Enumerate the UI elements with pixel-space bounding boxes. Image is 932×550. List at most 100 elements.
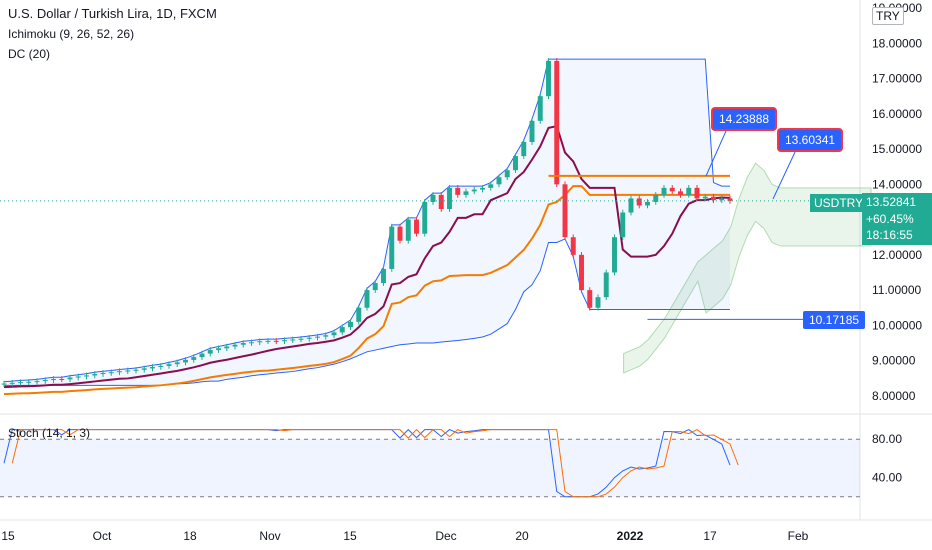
kijun-line [3, 185, 730, 396]
candle-body [42, 380, 48, 382]
candle-body [265, 340, 271, 342]
y-tick-label: 18.00000 [872, 36, 922, 50]
stochastic-panel [0, 428, 860, 498]
candle-body [117, 371, 122, 373]
currency-badge[interactable]: TRY [872, 7, 904, 25]
candle-body [323, 335, 329, 337]
candle-body [513, 156, 518, 171]
candle-body [34, 381, 40, 383]
dc-fill [4, 59, 730, 386]
candle-body [694, 187, 700, 199]
candlesticks [1, 58, 733, 388]
candle-body [356, 307, 362, 322]
candle-body [232, 344, 238, 347]
candle-body [480, 187, 485, 190]
candle-body [414, 219, 419, 234]
candle-body [587, 290, 593, 308]
candle-body [554, 60, 560, 185]
candle-body [364, 290, 370, 308]
candle-body [603, 272, 609, 298]
candle-body [702, 196, 708, 199]
y-tick-label: 14.00000 [872, 177, 922, 191]
candle-body [100, 372, 106, 375]
candle-body [397, 226, 403, 241]
candle-body [372, 283, 378, 291]
callout-high[interactable]: 14.23888 [711, 107, 778, 131]
candle-body [84, 375, 89, 377]
candle-body [183, 359, 188, 363]
ichimoku-lines [3, 124, 731, 396]
candle-body [290, 339, 296, 341]
ichimoku-legend[interactable]: Ichimoku (9, 26, 52, 26) [8, 27, 135, 41]
candle-body [18, 382, 23, 384]
dc-legend[interactable]: DC (20) [8, 47, 51, 61]
x-tick-label: Oct [93, 529, 112, 543]
candle-body [686, 187, 692, 195]
price-change: +60.45% [862, 210, 932, 229]
x-tick-label: 18 [183, 529, 197, 543]
x-tick-label: Feb [788, 529, 809, 543]
candle-body [92, 374, 98, 376]
candle-body [447, 187, 452, 209]
candle-body [521, 142, 527, 157]
candle-body [661, 187, 667, 195]
candle-body [282, 340, 287, 342]
candle-body [1, 383, 7, 385]
candle-body [26, 381, 32, 383]
y-tick-label: 16.00000 [872, 107, 922, 121]
candle-body [727, 198, 733, 201]
x-tick-label: 20 [515, 529, 529, 543]
x-tick-label: Dec [435, 529, 456, 543]
candle-body [315, 336, 320, 338]
candle-body [455, 187, 461, 195]
candle-body [240, 343, 246, 345]
candle-body [298, 338, 304, 340]
candle-body [174, 362, 180, 365]
callout-leader-a [705, 130, 727, 177]
countdown: 18:16:55 [862, 226, 932, 245]
x-axis[interactable]: 15 Oct 18 Nov 15 Dec 20 2022 17 Feb [1, 529, 808, 543]
y-tick-label: 12.00000 [872, 248, 922, 262]
stoch-tick-label: 80.00 [872, 432, 902, 446]
candle-body [339, 327, 345, 333]
x-tick-label: Nov [259, 529, 280, 543]
candle-body [191, 357, 197, 360]
y-tick-label: 11.00000 [872, 283, 921, 297]
candle-body [504, 170, 510, 178]
callout-mid[interactable]: 13.60341 [777, 128, 844, 152]
candle-body [422, 201, 428, 234]
y-tick-label: 15.00000 [872, 142, 922, 156]
candle-body [199, 353, 205, 358]
candle-body [158, 365, 164, 367]
y-tick-label: 10.00000 [872, 318, 922, 332]
y-tick-label: 9.00000 [872, 354, 916, 368]
y-tick-label: 8.00000 [872, 389, 916, 403]
candle-body [331, 332, 337, 336]
candle-body [678, 191, 683, 195]
candle-body [438, 194, 444, 209]
candle-body [216, 348, 221, 351]
candle-body [150, 366, 155, 369]
candle-body [257, 341, 263, 343]
candle-body [628, 198, 634, 213]
x-tick-label: 2022 [617, 529, 644, 543]
candle-body [537, 96, 543, 121]
candle-body [9, 382, 15, 384]
callout-leader-b [772, 149, 797, 200]
candle-body [529, 120, 535, 142]
level-tag[interactable]: 10.17185 [803, 311, 866, 329]
candle-body [463, 191, 469, 195]
candle-body [381, 268, 386, 284]
last-price: 13.52841 [862, 193, 932, 212]
candle-body [133, 369, 139, 371]
candle-body [496, 177, 502, 185]
stoch-legend[interactable]: Stoch (14, 1, 3) [8, 426, 91, 440]
candle-body [51, 378, 56, 381]
candle-body [249, 342, 254, 344]
candle-body [570, 237, 576, 255]
stoch-d-line [11, 428, 739, 498]
grid [0, 0, 932, 521]
x-tick-label: 17 [703, 529, 717, 543]
candle-body [620, 212, 626, 238]
candle-body [546, 60, 551, 97]
